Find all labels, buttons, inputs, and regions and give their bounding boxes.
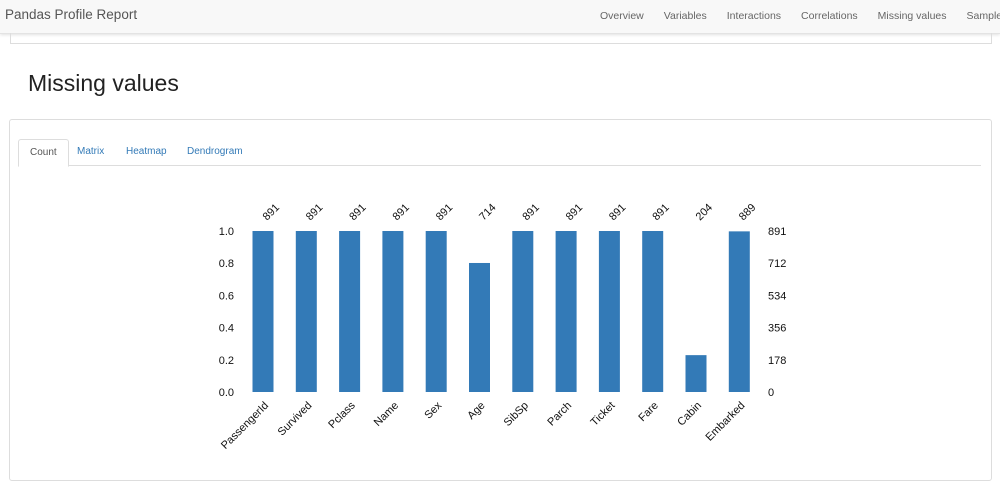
right-y-tick-label: 356 (768, 323, 786, 335)
right-y-tick-label: 178 (768, 355, 786, 367)
x-tick-label: Embarked (703, 400, 747, 444)
bar (555, 231, 577, 392)
bar-count-label: 891 (261, 202, 282, 223)
bar-count-label: 714 (477, 202, 498, 223)
bar-count-label: 889 (737, 202, 758, 223)
x-tick-label: Sex (422, 399, 444, 421)
bar-count-label: 891 (434, 202, 455, 223)
bar (252, 231, 274, 392)
bar-count-label: 891 (304, 202, 325, 223)
left-y-tick-label: 0.2 (219, 355, 234, 367)
bar-count-label: 891 (520, 202, 541, 223)
x-tick-label: Pclass (326, 399, 358, 431)
right-y-tick-label: 891 (768, 226, 786, 238)
x-tick-label: Age (465, 400, 487, 422)
x-tick-label: PassengerId (219, 400, 271, 452)
tab-bar: Count Matrix Heatmap Dendrogram (18, 139, 981, 167)
nav-item-missing-values[interactable]: Missing values (877, 10, 947, 22)
nav-item-sample[interactable]: Sample (966, 10, 1000, 22)
bar-count-label: 891 (391, 202, 412, 223)
nav-item-overview[interactable]: Overview (600, 10, 644, 22)
x-tick-label: Ticket (589, 400, 618, 429)
bar-count-label: 891 (347, 202, 368, 223)
tab-matrix[interactable]: Matrix (77, 146, 105, 157)
tab-heatmap[interactable]: Heatmap (126, 146, 167, 157)
right-y-tick-label: 534 (768, 290, 786, 302)
page-title: Missing values (28, 70, 179, 96)
x-tick-label: Name (372, 400, 401, 429)
nav-item-interactions[interactable]: Interactions (726, 10, 782, 22)
bar-count-label: 204 (694, 202, 715, 223)
bar (469, 262, 490, 392)
left-y-tick-label: 1.0 (219, 226, 234, 238)
nav-item-correlations[interactable]: Correlations (801, 10, 858, 22)
right-y-tick-label: 0 (768, 387, 774, 399)
bar (382, 231, 404, 392)
missing-count-chart: 891 PassengerId 891 Survived 891 Pclass 891 Nam… (219, 202, 787, 452)
bar (642, 231, 664, 392)
bar (685, 355, 707, 392)
x-tick-label: SibSp (502, 400, 531, 429)
left-y-tick-label: 0.4 (219, 323, 234, 335)
bar-count-label: 891 (650, 202, 671, 223)
x-tick-label: Fare (636, 400, 660, 424)
bar (512, 231, 534, 392)
bar (728, 231, 750, 392)
left-y-tick-label: 0.6 (219, 290, 234, 302)
nav-links: Overview Variables Interactions Correlat… (600, 10, 1000, 22)
previous-section-edge (10, 33, 992, 44)
tab-count[interactable]: Count (18, 139, 69, 167)
left-y-tick-label: 0.8 (219, 258, 234, 270)
bar (425, 231, 447, 392)
x-tick-label: Survived (276, 400, 315, 439)
bar (598, 231, 620, 392)
bar-count-label: 891 (607, 202, 628, 223)
x-tick-label: Parch (545, 400, 574, 429)
tab-dendrogram[interactable]: Dendrogram (187, 146, 243, 157)
bar (339, 231, 361, 392)
left-y-tick-label: 0.0 (219, 387, 234, 399)
right-y-tick-label: 712 (768, 258, 786, 270)
top-navbar: Pandas Profile Report Overview Variables… (0, 0, 1000, 34)
x-tick-label: Cabin (675, 400, 704, 429)
brand-title[interactable]: Pandas Profile Report (5, 7, 138, 22)
nav-item-variables[interactable]: Variables (663, 10, 707, 22)
bar (295, 231, 317, 392)
bar-count-label: 891 (564, 202, 585, 223)
